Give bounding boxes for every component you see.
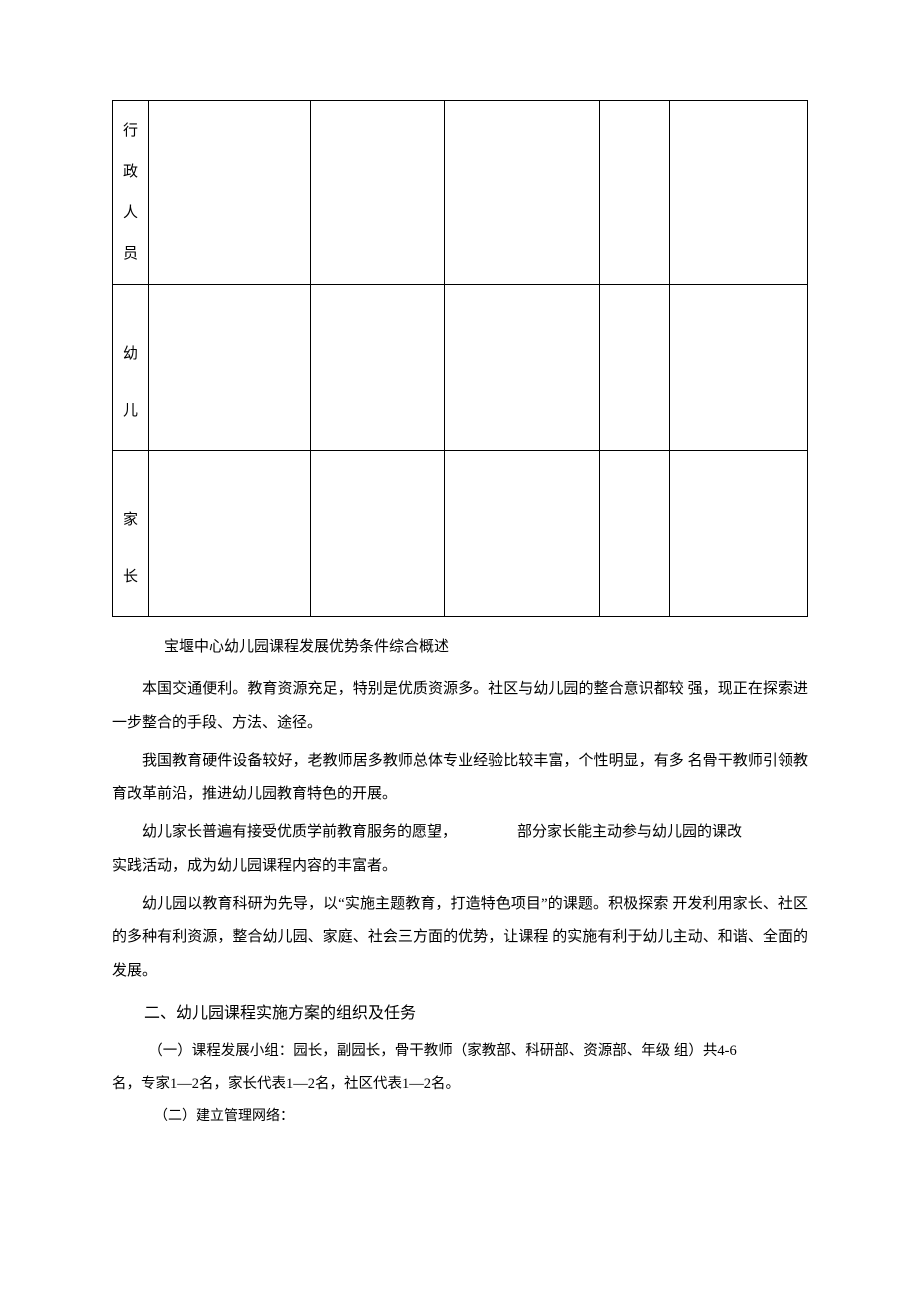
label-char: 儿 — [123, 404, 138, 419]
paragraph: 实践活动，成为幼儿园课程内容的丰富者。 — [112, 850, 808, 884]
table-cell — [600, 451, 670, 617]
label-char: 行 — [123, 124, 138, 139]
table-row: 行 政 人 员 — [113, 101, 808, 285]
label-char: 员 — [123, 247, 138, 262]
label-char: 家 — [123, 513, 138, 528]
vertical-label: 家 长 — [113, 473, 148, 595]
table-cell — [445, 285, 600, 451]
table-cell — [311, 451, 445, 617]
paragraph: 我国教育硬件设备较好，老教师居多教师总体专业经验比较丰富，个性明显，有多 名骨干… — [112, 745, 808, 813]
table-cell — [149, 285, 311, 451]
row-label-cell: 幼 儿 — [113, 285, 149, 451]
table-cell — [670, 285, 808, 451]
label-char: 长 — [123, 570, 138, 585]
paragraph: （一）课程发展小组：园长，副园长，骨干教师（家教部、科研部、资源部、年级 组）共… — [112, 1035, 808, 1068]
table-cell — [149, 451, 311, 617]
label-char: 人 — [123, 206, 138, 221]
row-label-cell: 家 长 — [113, 451, 149, 617]
table-cell — [670, 451, 808, 617]
subheading: 宝堰中心幼儿园课程发展优势条件综合概述 — [112, 635, 808, 659]
paragraph: 幼儿园以教育科研为先导，以“实施主题教育，打造特色项目”的课题。积极探索 开发利… — [112, 888, 808, 989]
paragraph: 名，专家1—2名，家长代表1—2名，社区代表1—2名。 — [112, 1068, 808, 1101]
row-label-cell: 行 政 人 员 — [113, 101, 149, 285]
table-cell — [149, 101, 311, 285]
table-row: 幼 儿 — [113, 285, 808, 451]
text-span: 部分家长能主动参与幼儿园的课改 — [517, 824, 742, 840]
table-cell — [445, 451, 600, 617]
table-row: 家 长 — [113, 451, 808, 617]
table-cell — [600, 101, 670, 285]
vertical-label: 行 政 人 员 — [113, 116, 148, 270]
section-heading: 二、幼儿园课程实施方案的组织及任务 — [112, 995, 808, 1033]
table-cell — [445, 101, 600, 285]
paragraph: 本国交通便利。教育资源充足，特别是优质资源多。社区与幼儿园的整合意识都较 强，现… — [112, 673, 808, 741]
table-cell — [670, 101, 808, 285]
paragraph: （二）建立管理网络： — [112, 1102, 808, 1131]
table-cell — [311, 285, 445, 451]
table: 行 政 人 员 幼 儿 — [112, 100, 808, 617]
table-cell — [311, 101, 445, 285]
label-char: 政 — [123, 165, 138, 180]
data-table: 行 政 人 员 幼 儿 — [112, 100, 808, 617]
table-cell — [600, 285, 670, 451]
label-char: 幼 — [123, 347, 138, 362]
paragraph: 幼儿家长普遍有接受优质学前教育服务的愿望， 部分家长能主动参与幼儿园的课改 — [112, 816, 808, 850]
text-span: 幼儿家长普遍有接受优质学前教育服务的愿望， — [142, 824, 457, 840]
vertical-label: 幼 儿 — [113, 307, 148, 429]
